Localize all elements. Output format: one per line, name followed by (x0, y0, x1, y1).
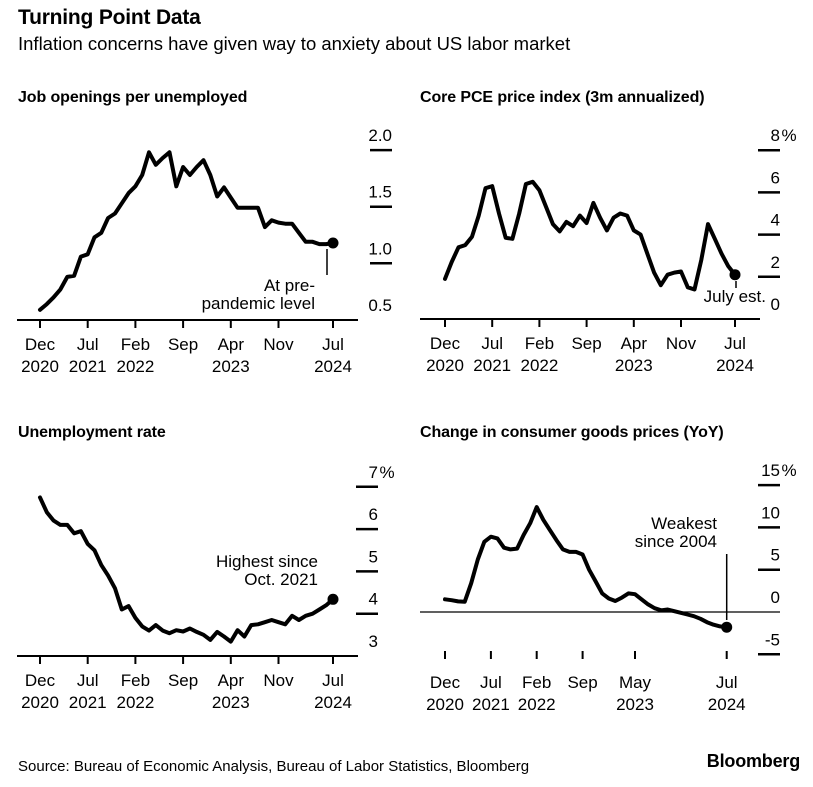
svg-text:Feb: Feb (121, 335, 150, 354)
panel-job-openings: Job openings per unemployed Dec 2020 Jul 20… (0, 85, 400, 395)
svg-text:10: 10 (761, 503, 780, 522)
svg-text:%: % (782, 126, 797, 145)
consumer-goods-chart-canvas: Dec 2020 Jul 2021 Feb 2022 Sep May 2023 Jul 2024 15… (420, 461, 797, 714)
svg-text:Dec: Dec (430, 334, 461, 353)
svg-text:Dec: Dec (430, 673, 461, 692)
svg-text:6: 6 (369, 505, 378, 524)
svg-text:2020: 2020 (426, 356, 464, 375)
svg-text:8: 8 (771, 126, 780, 145)
svg-text:2021: 2021 (472, 695, 510, 714)
svg-text:2022: 2022 (518, 695, 556, 714)
svg-text:Jul: Jul (322, 671, 344, 690)
svg-text:4: 4 (771, 211, 780, 230)
svg-text:Nov: Nov (263, 335, 294, 354)
chart-title-core-pce: Core PCE price index (3m annualized) (420, 89, 705, 106)
svg-text:2024: 2024 (708, 695, 746, 714)
bloomberg-logo: Bloomberg (706, 751, 800, 771)
svg-text:2.0: 2.0 (368, 126, 392, 145)
svg-text:Feb: Feb (525, 334, 554, 353)
svg-text:Feb: Feb (522, 673, 551, 692)
svg-text:Apr: Apr (218, 335, 245, 354)
annotation-weakest-since: Weakest since 2004 (635, 515, 717, 550)
annotation-line: since 2004 (634, 531, 717, 551)
svg-text:4: 4 (369, 590, 378, 609)
svg-text:2021: 2021 (69, 357, 107, 376)
svg-text:15: 15 (761, 461, 780, 480)
svg-text:Apr: Apr (218, 671, 245, 690)
svg-text:2022: 2022 (520, 356, 558, 375)
source-note: Source: Bureau of Economic Analysis, Bur… (18, 758, 530, 775)
annotation-line: Oct. 2021 (244, 569, 318, 589)
annotation-pre-pandemic: At pre- pandemic level (202, 277, 315, 312)
svg-text:2023: 2023 (615, 356, 653, 375)
svg-text:Jul: Jul (480, 673, 502, 692)
svg-text:Nov: Nov (666, 334, 697, 353)
svg-text:2020: 2020 (21, 357, 59, 376)
svg-text:1.5: 1.5 (368, 183, 392, 202)
svg-text:Apr: Apr (621, 334, 648, 353)
svg-text:Nov: Nov (263, 671, 294, 690)
annotation-line: pandemic level (201, 293, 315, 313)
svg-text:2024: 2024 (716, 356, 754, 375)
svg-text:2021: 2021 (473, 356, 511, 375)
svg-text:2020: 2020 (21, 693, 59, 712)
chart-title-job-openings: Job openings per unemployed (18, 89, 248, 106)
panel-consumer-goods: Change in consumer goods prices (YoY) De… (400, 420, 813, 730)
svg-text:Jul: Jul (77, 671, 99, 690)
svg-text:0.5: 0.5 (368, 296, 392, 315)
svg-text:Jul: Jul (322, 335, 344, 354)
svg-text:7: 7 (369, 463, 378, 482)
job-openings-chart-canvas: Dec 2020 Jul 2021 Feb 2022 Sep Apr 2023 Nov Jul 202… (17, 126, 392, 376)
svg-text:0: 0 (771, 295, 780, 314)
svg-text:Jul: Jul (77, 335, 99, 354)
svg-text:Sep: Sep (571, 334, 601, 353)
svg-text:0: 0 (771, 588, 780, 607)
annotation-july-est: July est. (704, 288, 766, 306)
svg-text:-5: -5 (765, 630, 780, 649)
svg-text:Sep: Sep (168, 335, 198, 354)
annotation-line: At pre- (263, 276, 315, 295)
svg-text:Sep: Sep (567, 673, 597, 692)
svg-text:May: May (619, 673, 652, 692)
svg-text:2022: 2022 (116, 357, 154, 376)
annotation-line: Highest since (215, 552, 318, 571)
svg-text:2023: 2023 (616, 695, 654, 714)
page-title: Turning Point Data (18, 6, 201, 29)
svg-text:2022: 2022 (116, 693, 154, 712)
panel-core-pce: Core PCE price index (3m annualized) Dec… (400, 85, 813, 395)
svg-text:Jul: Jul (716, 673, 738, 692)
svg-text:2020: 2020 (426, 695, 464, 714)
svg-text:5: 5 (771, 546, 780, 565)
page-subtitle: Inflation concerns have given way to anx… (18, 33, 571, 54)
svg-text:2024: 2024 (314, 693, 352, 712)
svg-text:2023: 2023 (212, 357, 250, 376)
unemployment-chart-canvas: Dec 2020 Jul 2021 Feb 2022 Sep Apr 2023 Nov Jul 202… (17, 463, 395, 712)
svg-text:Jul: Jul (724, 334, 746, 353)
svg-text:3: 3 (369, 632, 378, 651)
svg-text:5: 5 (369, 547, 378, 566)
svg-text:2: 2 (771, 253, 780, 272)
svg-text:2023: 2023 (212, 693, 250, 712)
annotation-highest-since: Highest since Oct. 2021 (216, 553, 318, 588)
svg-text:6: 6 (771, 168, 780, 187)
chart-title-consumer-goods: Change in consumer goods prices (YoY) (420, 424, 724, 441)
annotation-line: July est. (703, 287, 766, 306)
svg-text:Feb: Feb (121, 671, 150, 690)
svg-text:%: % (782, 461, 797, 480)
panel-unemployment: Unemployment rate Dec 2020 Jul 2021 Feb 2022 S… (0, 420, 400, 730)
svg-text:1.0: 1.0 (368, 239, 392, 258)
svg-text:Sep: Sep (168, 671, 198, 690)
svg-text:Jul: Jul (481, 334, 503, 353)
svg-text:%: % (380, 463, 395, 482)
svg-text:2021: 2021 (69, 693, 107, 712)
annotation-line: Weakest (651, 514, 717, 533)
chart-title-unemployment: Unemployment rate (18, 424, 166, 441)
svg-text:2024: 2024 (314, 357, 352, 376)
svg-text:Dec: Dec (25, 671, 56, 690)
svg-text:Dec: Dec (25, 335, 56, 354)
